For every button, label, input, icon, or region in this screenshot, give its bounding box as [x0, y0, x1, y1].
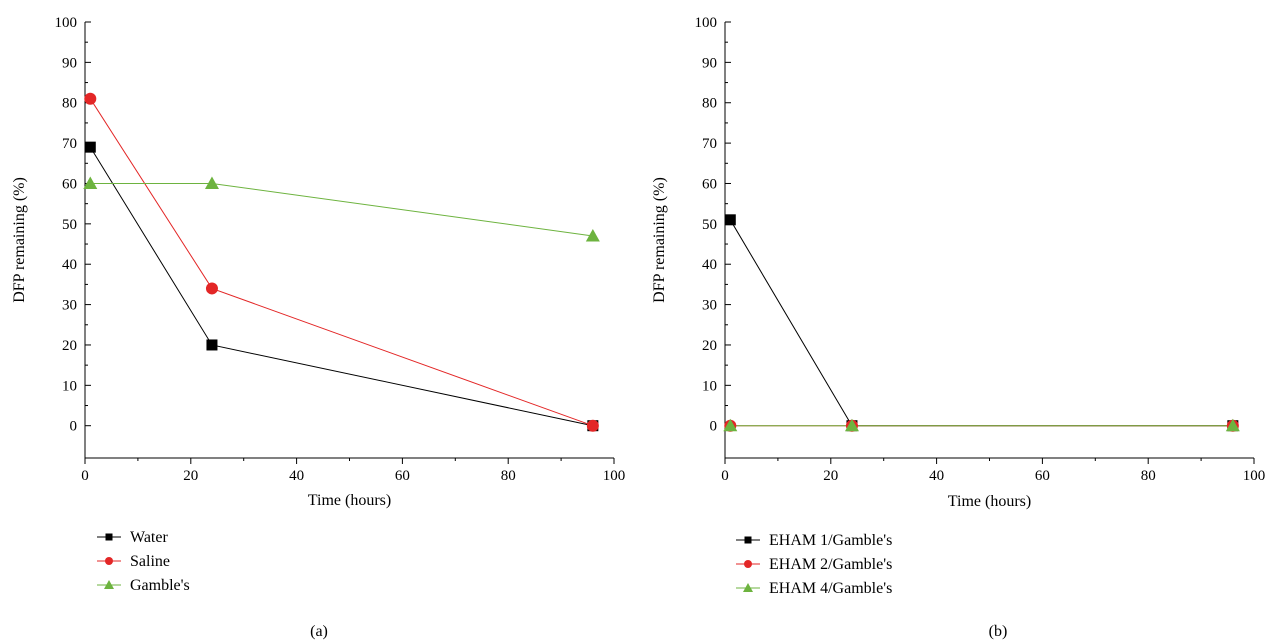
- series-line-water: [89, 146, 593, 427]
- x-tick-label: 0: [81, 468, 89, 484]
- y-tick-label: 10: [62, 378, 77, 394]
- legend-item-water: Water: [97, 529, 168, 546]
- y-tick-label: 20: [62, 338, 77, 354]
- data-point-saline: [205, 282, 218, 295]
- y-tick-label: 70: [62, 136, 77, 152]
- x-axis-title: Time (hours): [948, 493, 1031, 510]
- y-tick-label: 0: [70, 419, 78, 435]
- y-axis-title: DFP remaining (%): [11, 177, 28, 303]
- series-line-gamble-s: [90, 182, 593, 237]
- legend-marker: [744, 560, 752, 568]
- y-tick-label: 50: [702, 217, 717, 233]
- y-tick-label: 60: [62, 176, 77, 192]
- panel-label: (a): [310, 623, 328, 640]
- x-axis-title: Time (hours): [308, 492, 391, 509]
- x-tick-label: 60: [395, 468, 410, 484]
- x-tick-label: 40: [929, 468, 944, 484]
- y-tick-label: 70: [702, 136, 717, 152]
- data-point-saline: [84, 92, 97, 105]
- y-tick-label: 100: [695, 15, 718, 31]
- data-point-water: [84, 141, 96, 153]
- legend-marker: [105, 557, 113, 565]
- data-point-saline: [586, 419, 599, 432]
- legend-label: Water: [130, 529, 168, 546]
- x-tick-label: 100: [603, 468, 626, 484]
- panel-label: (b): [989, 623, 1008, 640]
- legend-item-eham-2-gamble-s: EHAM 2/Gamble's: [736, 556, 892, 573]
- y-tick-label: 80: [62, 96, 77, 112]
- legend-label: EHAM 4/Gamble's: [769, 580, 892, 597]
- legend-item-saline: Saline: [97, 553, 170, 570]
- y-tick-label: 80: [702, 96, 717, 112]
- y-tick-label: 10: [702, 378, 717, 394]
- legend-item-gamble-s: Gamble's: [97, 577, 190, 594]
- data-point-gamble-s: [204, 176, 219, 189]
- x-tick-label: 20: [823, 468, 838, 484]
- data-point-eham-4-gamble-s: [1225, 418, 1240, 432]
- y-tick-label: 100: [55, 15, 78, 31]
- y-tick-label: 30: [702, 298, 717, 314]
- y-tick-label: 60: [702, 176, 717, 192]
- data-point-gamble-s: [585, 228, 600, 242]
- x-tick-label: 80: [1141, 468, 1156, 484]
- y-tick-label: 90: [702, 55, 717, 71]
- legend-item-eham-4-gamble-s: EHAM 4/Gamble's: [736, 580, 892, 597]
- x-tick-label: 0: [721, 468, 729, 484]
- legend-label: Saline: [130, 553, 170, 570]
- series-line-saline: [89, 98, 594, 427]
- legend-marker: [104, 580, 114, 589]
- y-tick-label: 0: [710, 419, 718, 435]
- legend-item-eham-1-gamble-s: EHAM 1/Gamble's: [736, 532, 892, 549]
- chart-panel-a: 0 10 20 30 40 50 60 70 80 90 100 0 20 40 60 80 100 Time (…: [11, 15, 625, 640]
- data-point-eham-4-gamble-s: [844, 418, 859, 432]
- data-point-eham-1-gamble-s: [724, 214, 736, 226]
- chart-panel-b: 0 10 20 30 40 50 60 70 80 90 100 0 20 40 60 80 100 Time (…: [651, 15, 1265, 640]
- data-point-gamble-s: [83, 176, 98, 189]
- x-tick-label: 20: [183, 468, 198, 484]
- legend-label: EHAM 2/Gamble's: [769, 556, 892, 573]
- legend-marker: [744, 536, 752, 544]
- x-tick-label: 100: [1243, 468, 1266, 484]
- y-tick-label: 40: [702, 257, 717, 273]
- y-tick-label: 30: [62, 298, 77, 314]
- x-tick-label: 40: [289, 468, 304, 484]
- y-axis-title: DFP remaining (%): [651, 177, 668, 303]
- data-point-water: [206, 339, 218, 351]
- x-tick-label: 60: [1035, 468, 1050, 484]
- series-line-eham-1-gamble-s: [729, 219, 1233, 427]
- legend-marker: [743, 583, 753, 592]
- y-tick-label: 40: [62, 257, 77, 273]
- legend-label: Gamble's: [130, 577, 190, 594]
- legend-label: EHAM 1/Gamble's: [769, 532, 892, 549]
- y-tick-label: 90: [62, 55, 77, 71]
- legend-marker: [105, 533, 113, 541]
- data-point-eham-4-gamble-s: [723, 418, 738, 432]
- x-tick-label: 80: [501, 468, 516, 484]
- y-tick-label: 20: [702, 338, 717, 354]
- y-tick-label: 50: [62, 217, 77, 233]
